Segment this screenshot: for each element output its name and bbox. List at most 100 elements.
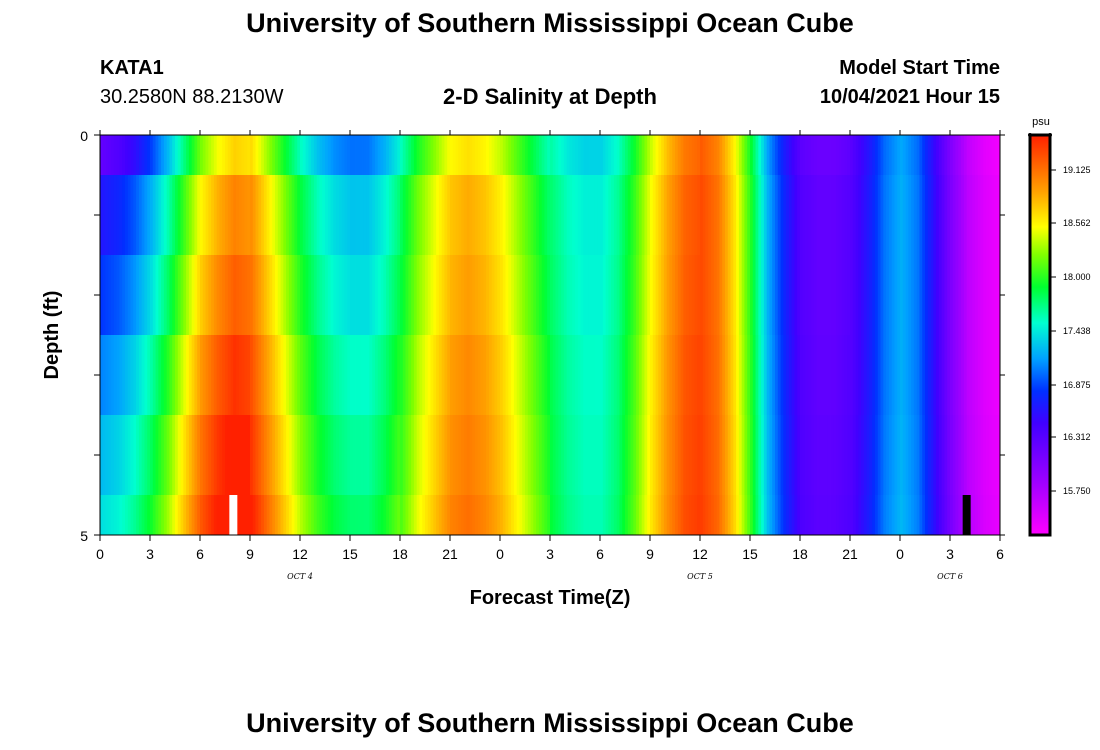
heatmap-cell [141,175,145,255]
heatmap-cell [205,175,209,255]
heatmap-cell [513,335,518,415]
heatmap-cell [736,335,740,415]
heatmap-cell [466,415,470,495]
heatmap-cell [511,415,515,495]
heatmap-cell [477,255,481,335]
x-tick-label: 21 [842,546,858,562]
heatmap-cell [222,415,226,495]
heatmap-cell [863,135,868,175]
heatmap-cell [600,255,604,335]
heatmap-cell [777,335,781,415]
heatmap-cell [572,495,576,535]
heatmap-cell [386,255,390,335]
heatmap-cell [694,335,698,415]
heatmap-cell [638,495,643,535]
heatmap-cell [191,175,195,255]
heatmap-cell [477,175,481,255]
heatmap-cell [144,255,148,335]
heatmap-cell [516,175,520,255]
heatmap-cell [352,175,356,255]
heatmap-cell [863,175,868,255]
heatmap-cell [880,495,884,535]
heatmap-cell [394,135,398,175]
heatmap-cell [244,335,248,415]
heatmap-cell [455,175,459,255]
heatmap-cell [250,135,254,175]
heatmap-cell [661,135,665,175]
heatmap-cell [130,335,134,415]
heatmap-cell [602,495,606,535]
heatmap-cell [416,255,420,335]
heatmap-cell [447,415,451,495]
heatmap-cell [880,415,884,495]
heatmap-cell [480,335,484,415]
heatmap-cell [191,415,195,495]
heatmap-cell [369,135,373,175]
heatmap-cell [363,495,368,535]
heatmap-cell [783,415,787,495]
heatmap-cell [875,415,879,495]
heatmap-cell [855,335,859,415]
heatmap-cell [725,415,729,495]
heatmap-cell [155,135,159,175]
heatmap-cell [755,175,759,255]
heatmap-cell [322,495,326,535]
heatmap-cell [208,415,212,495]
heatmap-cell [533,255,537,335]
heatmap-cell [825,495,829,535]
heatmap-cell [297,175,301,255]
heatmap-cell [366,255,370,335]
heatmap-cell [969,495,973,535]
heatmap-cell [202,335,206,415]
heatmap-cell [186,175,190,255]
heatmap-cell [366,495,370,535]
heatmap-cell [116,135,120,175]
heatmap-cell [438,495,443,535]
heatmap-cell [202,255,206,335]
heatmap-cell [522,255,526,335]
heatmap-cell [755,135,759,175]
heatmap-cell [544,175,548,255]
heatmap-cell [361,495,365,535]
heatmap-cell [427,495,431,535]
heatmap-cell [500,135,504,175]
heatmap-cell [563,335,568,415]
heatmap-cell [486,175,490,255]
heatmap-cell [591,255,595,335]
heatmap-cell [936,135,940,175]
heatmap-cell [258,255,262,335]
heatmap-cell [808,135,812,175]
heatmap-cell [119,495,123,535]
heatmap-cell [800,135,804,175]
heatmap-cell [677,415,681,495]
heatmap-cell [983,415,987,495]
heatmap-cell [447,255,451,335]
heatmap-cell [427,255,431,335]
heatmap-cell [688,495,693,535]
heatmap-cell [858,335,862,415]
heatmap-cell [236,175,240,255]
heatmap-cell [986,135,990,175]
heatmap-cell [400,255,404,335]
heatmap-cell [969,335,973,415]
heatmap-cell [983,495,987,535]
heatmap-cell [622,335,626,415]
heatmap-cell [858,415,862,495]
heatmap-cell [550,175,554,255]
heatmap-cell [469,415,473,495]
heatmap-cell [994,255,998,335]
heatmap-cell [891,495,895,535]
heatmap-cell [891,335,895,415]
heatmap-cell [797,175,801,255]
heatmap-cell [647,415,651,495]
heatmap-cell [930,175,934,255]
heatmap-cell [902,255,906,335]
heatmap-cell [666,415,670,495]
heatmap-cell [744,175,748,255]
heatmap-cell [158,175,162,255]
heatmap-cell [277,135,281,175]
heatmap-cell [188,135,193,175]
heatmap-cell [538,495,543,535]
heatmap-cell [275,415,279,495]
heatmap-cell [130,255,134,335]
